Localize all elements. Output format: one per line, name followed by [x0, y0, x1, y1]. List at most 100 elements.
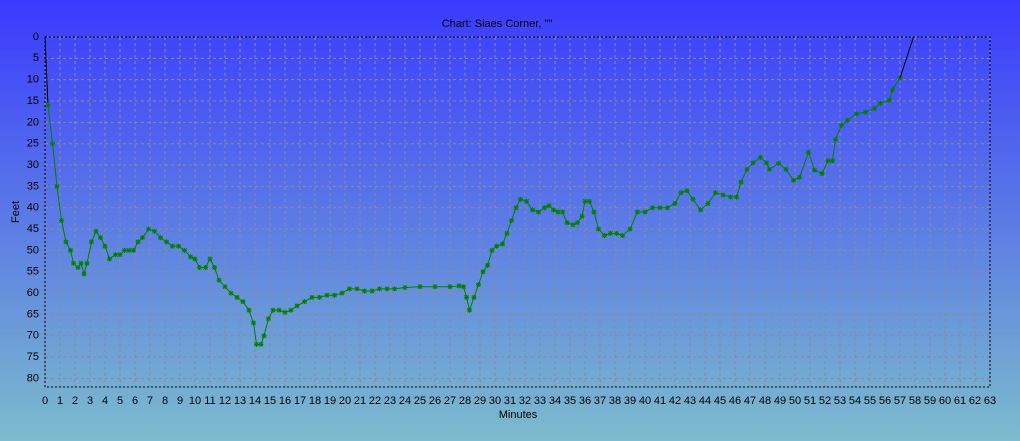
data-point: [494, 243, 499, 249]
x-tick-label: 24: [399, 395, 411, 407]
data-point: [564, 220, 570, 226]
data-point: [524, 198, 529, 204]
y-tick-label: 60: [27, 287, 39, 299]
y-tick-label: 70: [27, 330, 39, 342]
data-point: [332, 292, 337, 298]
data-point: [500, 241, 505, 247]
x-tick-label: 0: [42, 395, 48, 407]
x-tick-label: 47: [744, 395, 756, 407]
data-point: [738, 179, 744, 185]
data-point: [71, 260, 76, 266]
x-tick-label: 16: [279, 395, 291, 407]
data-point: [555, 209, 561, 215]
data-point: [471, 294, 477, 300]
data-point: [608, 230, 613, 236]
data-point: [140, 235, 145, 241]
data-point: [839, 122, 844, 128]
data-point: [270, 307, 276, 313]
series-line: [899, 36, 914, 79]
y-axis-label: Feet: [10, 201, 22, 223]
data-point: [258, 341, 264, 347]
data-point: [432, 284, 438, 290]
x-tick-label: 23: [384, 395, 396, 407]
y-tick-label: 20: [27, 116, 39, 128]
x-tick-label: 4: [102, 395, 108, 407]
data-point: [665, 205, 670, 211]
data-point: [68, 247, 73, 253]
series-line: [44, 36, 49, 106]
data-point: [240, 299, 246, 305]
data-point: [542, 205, 547, 211]
data-point: [98, 235, 103, 241]
y-tick-label: 40: [27, 202, 39, 214]
data-point: [863, 109, 868, 115]
data-point: [560, 209, 565, 215]
x-tick-label: 56: [879, 395, 891, 407]
x-tick-label: 15: [264, 395, 276, 407]
data-point: [591, 209, 597, 215]
data-point: [339, 290, 345, 296]
y-tick-label: 25: [27, 138, 39, 150]
data-point: [170, 243, 175, 249]
data-point: [672, 200, 678, 206]
data-point: [744, 166, 750, 172]
data-point: [830, 158, 835, 164]
y-tick-label: 10: [27, 74, 39, 86]
data-point: [45, 102, 51, 108]
data-point: [81, 271, 87, 277]
data-point: [758, 154, 763, 160]
x-tick-label: 9: [177, 395, 183, 407]
y-tick-label: 50: [27, 244, 39, 256]
x-tick-label: 7: [147, 395, 153, 407]
x-tick-label: 42: [669, 395, 681, 407]
data-point: [713, 190, 718, 196]
x-tick-label: 45: [714, 395, 726, 407]
data-point: [246, 307, 252, 313]
y-tick-label: 45: [27, 223, 39, 235]
data-point: [720, 192, 726, 198]
data-point: [362, 288, 367, 294]
data-point: [509, 218, 514, 224]
x-tick-label: 37: [594, 395, 606, 407]
y-tick-label: 15: [27, 95, 39, 107]
data-point: [216, 277, 222, 283]
x-tick-label: 50: [789, 395, 801, 407]
x-tick-label: 61: [954, 395, 966, 407]
x-tick-label: 22: [369, 395, 381, 407]
x-tick-label: 27: [444, 395, 456, 407]
data-point: [461, 284, 466, 290]
y-tick-label: 65: [27, 308, 39, 320]
x-tick-label: 8: [162, 395, 168, 407]
plot-border: [44, 36, 991, 388]
data-point: [480, 269, 486, 275]
x-tick-label: 53: [834, 395, 846, 407]
data-point: [282, 309, 288, 315]
data-point: [728, 194, 733, 200]
data-point: [819, 171, 825, 177]
x-tick-label: 35: [564, 395, 576, 407]
data-point: [158, 235, 163, 241]
data-point: [596, 226, 601, 232]
data-point: [627, 226, 633, 232]
data-point: [878, 100, 883, 106]
x-tick-label: 62: [969, 395, 981, 407]
data-point: [54, 183, 60, 189]
y-tick-label: 30: [27, 159, 39, 171]
x-tick-label: 12: [219, 395, 231, 407]
x-tick-label: 18: [309, 395, 321, 407]
data-point: [152, 228, 157, 234]
data-point: [146, 226, 151, 232]
data-point: [690, 196, 696, 202]
x-tick-label: 6: [132, 395, 138, 407]
x-axis-label: Minutes: [499, 409, 538, 421]
data-point: [254, 341, 259, 347]
data-point: [705, 200, 711, 206]
x-tick-label: 3: [87, 395, 93, 407]
data-point: [251, 320, 256, 326]
data-point: [750, 160, 756, 166]
data-point: [602, 232, 607, 238]
data-point: [614, 230, 619, 236]
x-tick-label: 63: [984, 395, 996, 407]
data-point: [75, 264, 81, 270]
